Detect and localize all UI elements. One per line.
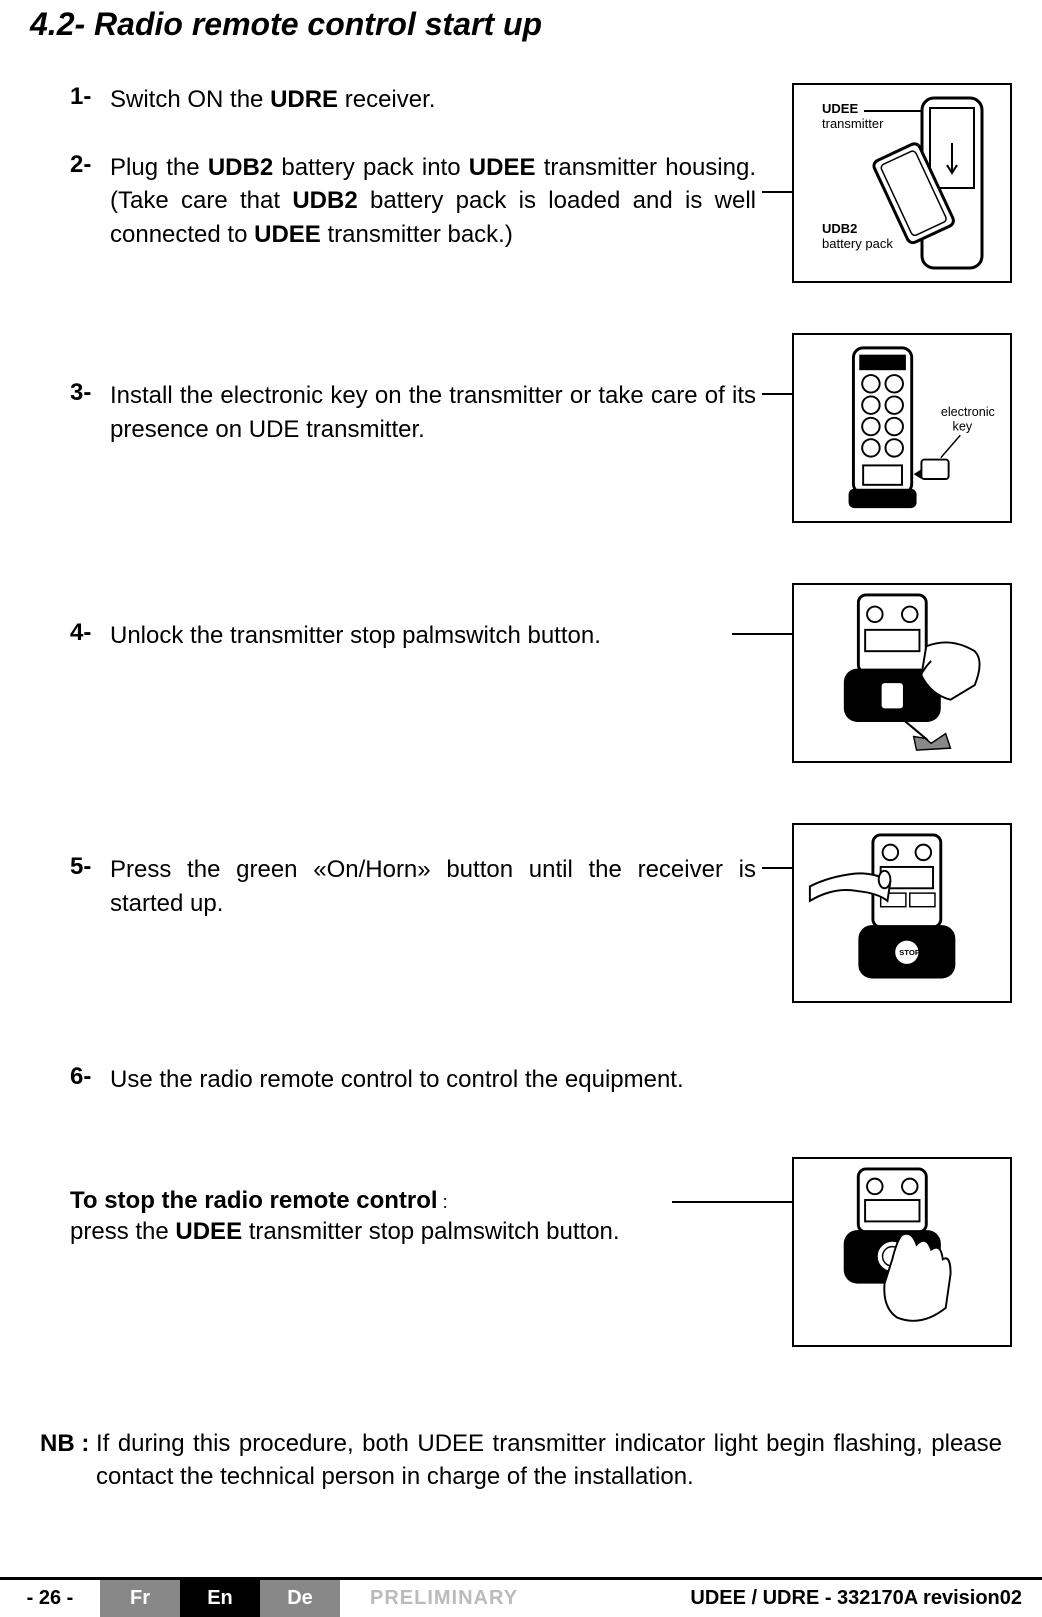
step-6-text: Use the radio remote control to control … xyxy=(110,1063,1012,1097)
figure-battery: UDEE transmitter UDB2 xyxy=(792,83,1012,283)
footer: - 26 - Fr En De PRELIMINARY UDEE / UDRE … xyxy=(0,1577,1042,1617)
label-udb2: UDB2 xyxy=(822,221,857,236)
figure-onhorn: STOP xyxy=(792,823,1012,1003)
lang-en: En xyxy=(180,1580,260,1617)
step-5-num: 5- xyxy=(70,853,110,920)
step-4-text: Unlock the transmitter stop palmswitch b… xyxy=(110,619,732,653)
doc-id: UDEE / UDRE - 332170A revision02 xyxy=(548,1580,1042,1617)
stop-text: press the UDEE transmitter stop palmswit… xyxy=(70,1215,672,1249)
label-key: key xyxy=(953,419,973,433)
label-udee: UDEE xyxy=(822,101,858,116)
section-title: 4.2- Radio remote control start up xyxy=(30,0,1012,43)
step-6-num: 6- xyxy=(70,1063,110,1091)
label-transmitter: transmitter xyxy=(822,116,884,131)
label-electronic: electronic xyxy=(941,405,995,419)
step-1-num: 1- xyxy=(70,83,110,111)
figure-unlock xyxy=(792,583,1012,763)
step-3-num: 3- xyxy=(70,379,110,446)
step-5-text: Press the green «On/Horn» button until t… xyxy=(110,853,762,920)
step-2-num: 2- xyxy=(70,151,110,179)
stop-heading-line: To stop the radio remote control : xyxy=(70,1187,672,1215)
nb-text: If during this procedure, both UDEE tran… xyxy=(96,1427,1002,1494)
figure-key: electronic key xyxy=(792,333,1012,523)
nb-block: NB : If during this procedure, both UDEE… xyxy=(30,1427,1012,1494)
preliminary-label: PRELIMINARY xyxy=(340,1580,548,1617)
nb-label: NB : xyxy=(40,1427,96,1494)
page-number: - 26 - xyxy=(0,1580,100,1617)
figure-stop xyxy=(792,1157,1012,1347)
label-stop: STOP xyxy=(899,948,920,957)
step-2-text: Plug the UDB2 battery pack into UDEE tra… xyxy=(110,151,762,252)
lang-fr: Fr xyxy=(100,1580,180,1617)
step-3-text: Install the electronic key on the transm… xyxy=(110,379,762,446)
step-1-text: Switch ON the UDRE receiver. xyxy=(110,83,762,117)
label-battery-pack: battery pack xyxy=(822,236,893,251)
step-4-num: 4- xyxy=(70,619,110,653)
lang-de: De xyxy=(260,1580,340,1617)
